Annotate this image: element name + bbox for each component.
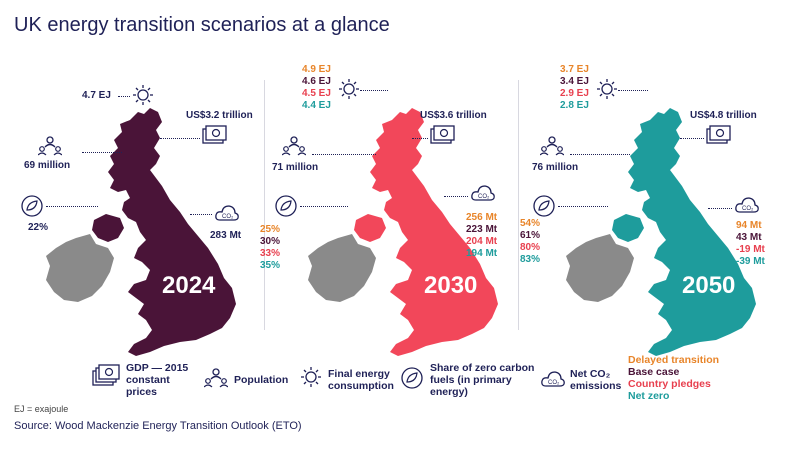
legend-gdp-line1: GDP — 2015 [126,362,189,374]
zero-carbon-icon [21,195,43,217]
energy-icon [133,85,153,105]
leader-line [160,138,200,139]
leader-line [190,214,212,215]
population-value: 69 million [24,160,71,171]
leader-line [570,154,630,155]
gdp-value: US$3.2 trillion [186,110,253,121]
emissions-value-delayed: 256 Mt [466,212,498,223]
co2-icon-text: CO₂ [742,206,754,212]
co2-cloud-icon: CO₂ [541,371,565,387]
co2-icon-text: CO₂ [548,380,560,386]
co2-icon-text: CO₂ [222,214,234,220]
energy-value-netzero: 4.4 EJ [302,100,331,111]
zero-carbon-icon [275,195,297,217]
energy-value-netzero: 2.8 EJ [560,100,589,111]
emissions-value-pledges: -19 Mt [736,244,765,255]
legend-scenario-netzero: Net zero [628,390,670,402]
emissions-value-delayed: 94 Mt [736,220,762,231]
share-value-base: 30% [260,236,281,247]
legend-share-line3: energy) [430,386,468,398]
source-note: Source: Wood Mackenzie Energy Transition… [14,420,302,432]
legend-energy-line1: Final energy [328,368,390,380]
energy-value-pledges: 2.9 EJ [560,88,589,99]
panel-2050: 2050 3.7 EJ 3.4 EJ 2.9 EJ 2.8 EJ US$4.8 … [520,52,778,357]
share-value: 22% [28,222,49,233]
energy-icon [301,367,321,387]
population-icon [38,136,62,156]
panel-divider [518,80,519,330]
population-icon [204,368,228,388]
share-value-pledges: 80% [520,242,541,253]
legend-energy-line2: consumption [328,380,394,392]
energy-value-delayed: 4.9 EJ [302,64,331,75]
leader-line [444,196,468,197]
zero-carbon-icon [401,367,423,389]
gdp-icon [92,364,120,386]
population-icon [282,136,306,156]
legend-scenario-delayed: Delayed transition [628,354,720,366]
leader-line [118,96,130,97]
emissions-value-netzero: -39 Mt [736,256,765,267]
leader-line [312,154,376,155]
co2-cloud-icon: CO₂ [471,185,495,201]
page-title: UK energy transition scenarios at a glan… [14,14,390,36]
emissions-value-netzero: 194 Mt [466,248,498,259]
gdp-icon [202,125,227,144]
population-icon [540,136,564,156]
energy-value-base: 3.4 EJ [560,76,589,87]
leader-line [618,90,648,91]
leader-line [82,152,122,153]
panel-2030: 2030 4.9 EJ 4.6 EJ 4.5 EJ 4.4 EJ US$3.6 … [260,52,520,357]
year-label: 2030 [424,272,478,299]
footnote: EJ = exajoule [14,404,69,414]
share-value-base: 61% [520,230,541,241]
gdp-icon [430,125,455,144]
energy-icon [597,79,617,99]
legend: GDP — 2015 constant prices Population Fi… [92,354,732,410]
leader-line [708,208,732,209]
legend-gdp-line2: constant [126,374,170,386]
panel-divider [264,80,265,330]
share-value-netzero: 83% [520,254,541,265]
energy-value-pledges: 4.5 EJ [302,88,331,99]
panel-2024: 2024 4.7 EJ US$3.2 trillion 69 million 2… [10,52,258,357]
year-label: 2024 [162,272,216,299]
legend-emissions-line1: Net CO₂ [570,368,611,380]
energy-icon [339,79,359,99]
population-value: 71 million [272,162,319,173]
year-label: 2050 [682,272,736,299]
leader-line [46,206,98,207]
legend-emissions-line2: emissions [570,380,622,392]
legend-population: Population [234,374,289,386]
share-value-delayed: 25% [260,224,281,235]
gdp-value: US$3.6 trillion [420,110,487,121]
co2-icon-text: CO₂ [478,194,490,200]
co2-cloud-icon: CO₂ [215,205,239,221]
leader-line [300,206,348,207]
energy-value-delayed: 3.7 EJ [560,64,589,75]
gdp-value: US$4.8 trillion [690,110,757,121]
leader-line [558,206,608,207]
energy-value: 4.7 EJ [82,90,111,101]
population-value: 76 million [532,162,579,173]
legend-scenario-base: Base case [628,366,680,378]
energy-value-base: 4.6 EJ [302,76,331,87]
gdp-icon [706,125,731,144]
share-value-netzero: 35% [260,260,281,271]
leader-line [412,138,428,139]
share-value-pledges: 33% [260,248,281,259]
zero-carbon-icon [533,195,555,217]
emissions-value-base: 223 Mt [466,224,498,235]
emissions-value-base: 43 Mt [736,232,762,243]
legend-gdp-line3: prices [126,386,157,398]
emissions-value: 283 Mt [210,230,242,241]
co2-cloud-icon: CO₂ [735,197,759,213]
leader-line [680,138,704,139]
legend-share-line1: Share of zero carbon [430,362,535,374]
legend-share-line2: fuels (in primary [430,374,512,386]
share-value-delayed: 54% [520,218,541,229]
legend-scenario-pledges: Country pledges [628,378,711,390]
emissions-value-pledges: 204 Mt [466,236,498,247]
leader-line [360,90,388,91]
